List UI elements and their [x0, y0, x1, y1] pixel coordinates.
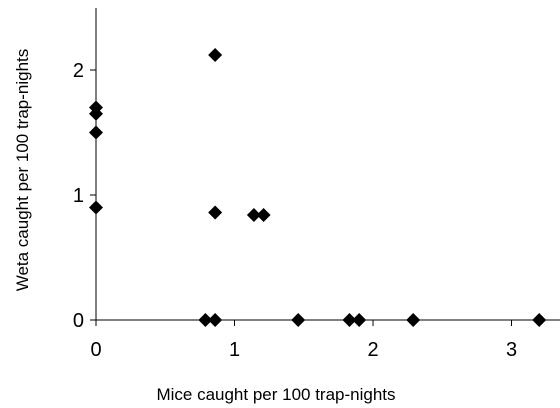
data-point	[89, 125, 103, 140]
data-points	[89, 48, 547, 327]
data-point	[89, 200, 103, 215]
data-point	[342, 313, 357, 327]
axes	[95, 8, 560, 321]
x-tick-label: 3	[506, 339, 517, 361]
y-tick-label: 0	[73, 310, 84, 332]
y-axis-title: Weta caught per 100 trap-nights	[13, 49, 32, 292]
x-tick-label: 0	[90, 339, 101, 361]
data-point	[208, 313, 223, 327]
y-tick-label: 2	[73, 60, 84, 82]
data-point	[198, 313, 213, 327]
y-axis-ticks: 0 1 2	[73, 60, 96, 332]
data-point	[291, 313, 306, 327]
x-axis-title: Mice caught per 100 trap-nights	[156, 385, 395, 404]
data-point	[256, 208, 271, 222]
data-point	[208, 205, 223, 220]
x-tick-label: 1	[229, 339, 240, 361]
x-tick-label: 2	[367, 339, 378, 361]
data-point	[208, 48, 223, 62]
y-tick-label: 1	[73, 185, 84, 207]
x-axis-ticks: 0 1 2 3	[90, 320, 517, 361]
data-point	[246, 208, 261, 222]
data-point	[352, 313, 367, 327]
data-point	[532, 313, 547, 327]
data-point	[406, 313, 421, 327]
data-point	[89, 106, 103, 121]
